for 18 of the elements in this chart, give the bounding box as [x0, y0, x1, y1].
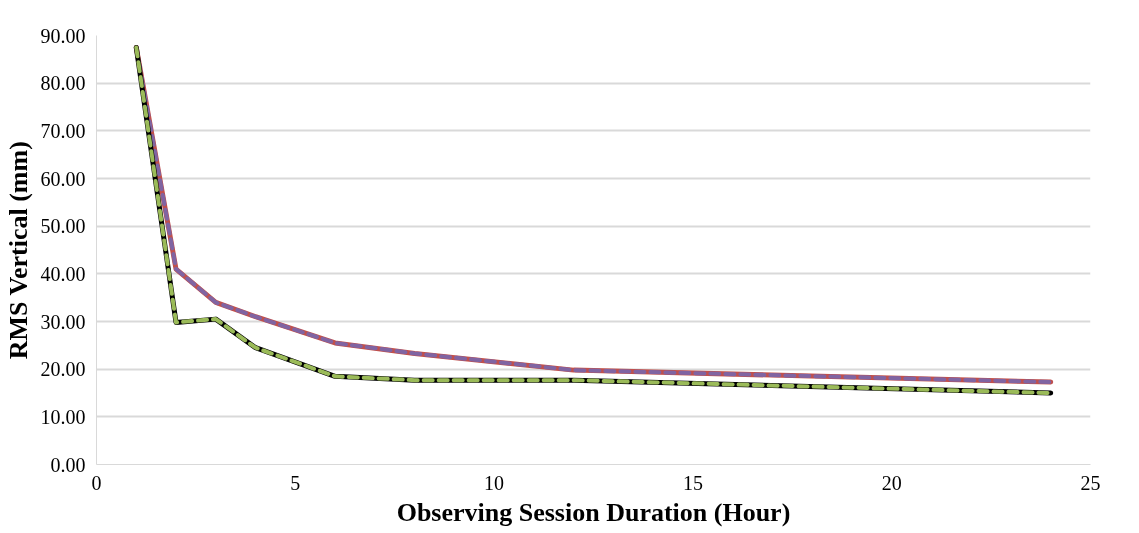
y-tick-label: 0.00: [50, 453, 86, 476]
x-tick-label: 15: [682, 471, 703, 494]
y-tick-label: 20.00: [40, 358, 86, 381]
x-tick-label: 5: [290, 471, 301, 494]
y-tick-label: 80.00: [40, 72, 86, 95]
y-tick-label: 10.00: [40, 405, 86, 428]
x-tick-label: 25: [1080, 471, 1101, 494]
y-axis-title: RMS Vertical (mm): [3, 141, 33, 360]
x-tick-label: 10: [484, 471, 505, 494]
y-tick-label: 30.00: [40, 310, 86, 333]
y-tick-label: 40.00: [40, 262, 86, 285]
x-tick-label: 20: [881, 471, 902, 494]
y-tick-label: 50.00: [40, 215, 86, 238]
y-tick-label: 90.00: [40, 24, 86, 47]
y-tick-label: 70.00: [40, 119, 86, 142]
y-tick-label: 60.00: [40, 167, 86, 190]
x-axis-title: Observing Session Duration (Hour): [396, 497, 791, 527]
x-tick-label: 0: [91, 471, 102, 494]
